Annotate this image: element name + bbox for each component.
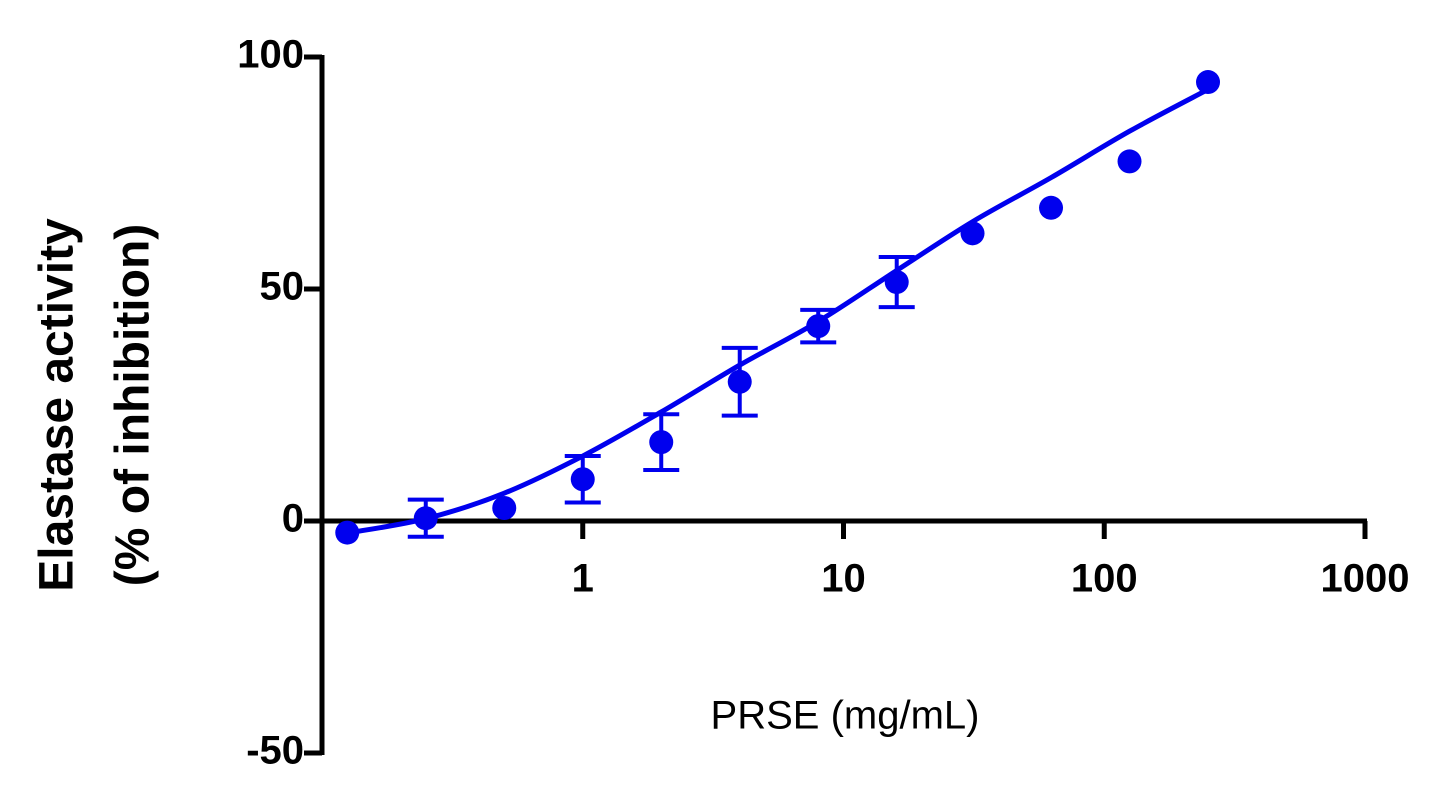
data-point <box>649 430 674 455</box>
y-tick-label: 0 <box>282 497 304 541</box>
data-point <box>960 221 985 246</box>
data-point <box>570 467 595 492</box>
x-axis-label: PRSE (mg/mL) <box>711 694 980 738</box>
data-point <box>1039 195 1064 220</box>
data-point <box>1117 149 1142 174</box>
data-point <box>727 369 752 394</box>
data-point <box>413 506 438 531</box>
x-tick-label: 100 <box>1071 557 1138 601</box>
y-axis-label: Elastase activity (% of inhibition) <box>31 218 160 592</box>
x-tick-label: 1000 <box>1321 557 1410 601</box>
data-point <box>1196 70 1221 95</box>
x-tick-label: 1 <box>572 557 594 601</box>
y-tick-label: -50 <box>246 729 304 773</box>
x-tick-label: 10 <box>821 557 866 601</box>
data-point <box>335 520 360 545</box>
data-point <box>884 270 909 295</box>
data-point <box>806 314 831 339</box>
y-tick-label: 100 <box>237 33 304 77</box>
data-point <box>492 496 517 521</box>
y-axis-label-line: (% of inhibition) <box>107 224 160 587</box>
y-tick-label: 50 <box>260 265 305 309</box>
fit-curve <box>346 87 1210 536</box>
y-axis-label-line: Elastase activity <box>31 218 84 592</box>
